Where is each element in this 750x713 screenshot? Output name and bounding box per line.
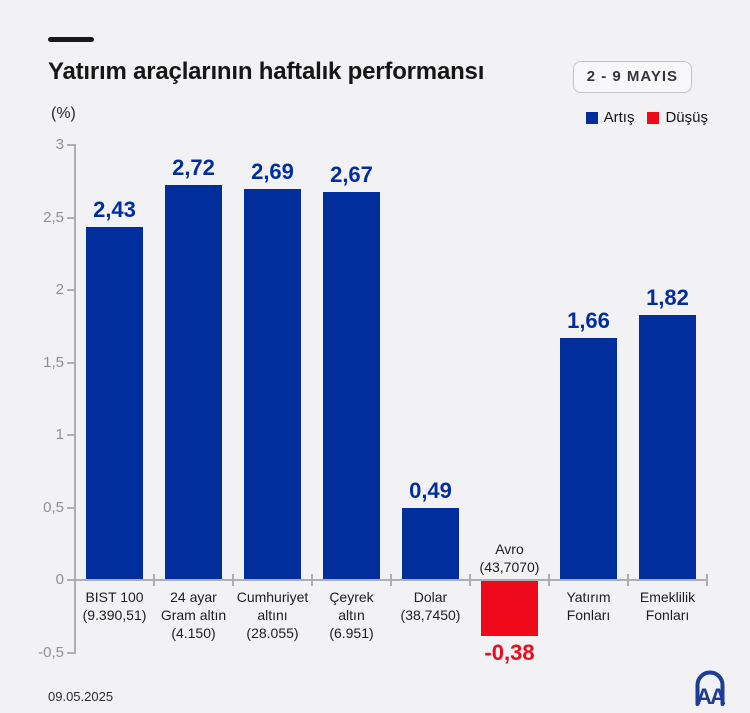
- y-tick-label: 2: [55, 281, 64, 298]
- y-tick-mark: [67, 217, 74, 219]
- footer-date: 09.05.2025: [48, 689, 114, 704]
- category-label-line: (9.390,51): [82, 607, 147, 623]
- category-label-line: (6.951): [329, 625, 374, 641]
- category-label-line: Gram altın: [160, 607, 227, 623]
- bar-value-label: 2,69: [251, 159, 294, 184]
- category-label-line: Çeyrek: [329, 589, 374, 605]
- bar-5: [402, 508, 459, 579]
- category-label: 24 ayar Gram altın (4.150): [142, 588, 246, 642]
- bar-6: [481, 581, 538, 636]
- x-axis-tick: [469, 574, 471, 586]
- y-tick-mark: [67, 289, 74, 291]
- category-label-line: altını: [257, 607, 288, 623]
- bar-8: [639, 315, 696, 579]
- y-tick-mark: [67, 362, 74, 364]
- bar-value-label: 2,67: [330, 162, 373, 187]
- x-axis-tick: [390, 574, 392, 586]
- bar-1: [86, 227, 143, 579]
- y-tick-label: 1,5: [43, 354, 64, 371]
- y-tick-label: -0,5: [38, 644, 64, 661]
- legend-item-decrease: Düşüş: [647, 109, 708, 126]
- category-label-line: Dolar: [413, 589, 448, 605]
- category-label-line: 24 ayar: [170, 589, 217, 605]
- y-tick-label: 2,5: [43, 209, 64, 226]
- x-axis-tick: [153, 574, 155, 586]
- y-tick-label: 1: [55, 426, 64, 443]
- y-tick-mark: [67, 652, 74, 654]
- bar-value-label: 1,82: [646, 285, 689, 310]
- y-tick-label: 0: [55, 571, 64, 588]
- category-label-line: Yatırım: [566, 589, 611, 605]
- category-label-line: (28.055): [246, 625, 299, 641]
- bar-value-label: 1,66: [567, 308, 610, 333]
- category-label: Yatırım Fonları: [537, 588, 641, 624]
- x-axis-tick: [311, 574, 313, 586]
- y-tick-mark: [67, 507, 74, 509]
- legend-swatch-decrease: [647, 111, 660, 124]
- y-tick-label: 0,5: [43, 499, 64, 516]
- legend-item-increase: Artış: [585, 109, 635, 126]
- category-label-line: Emeklilik: [639, 589, 696, 605]
- bar-7: [560, 338, 617, 579]
- aa-logo-arch: [695, 670, 725, 706]
- bar-value-label: 2,43: [93, 197, 136, 222]
- x-axis-tick: [548, 574, 550, 586]
- legend-label-decrease: Düşüş: [665, 109, 708, 126]
- category-label-line: Fonları: [645, 607, 690, 623]
- date-range-badge: 2 - 9 MAYIS: [572, 61, 692, 93]
- category-label-line: Cumhuriyet: [236, 589, 309, 605]
- aa-logo-svg: AA: [695, 670, 728, 709]
- bar-3: [244, 189, 301, 579]
- category-label: Emeklilik Fonları: [616, 588, 720, 624]
- category-label-line: (43,7070): [479, 559, 540, 575]
- y-tick-label: 3: [55, 136, 64, 153]
- bar-value-label: 2,72: [172, 155, 215, 180]
- y-axis-line: [74, 144, 76, 654]
- bar-value-label: 0,49: [409, 478, 452, 503]
- page-title: Yatırım araçlarının haftalık performansı: [48, 58, 485, 85]
- y-tick-mark: [67, 579, 74, 581]
- category-label: BIST 100 (9.390,51): [63, 588, 167, 624]
- category-label-line: BIST 100: [85, 589, 144, 605]
- category-label: Dolar (38,7450): [379, 588, 483, 624]
- category-label-line: altın: [338, 607, 365, 623]
- x-axis-tick: [627, 574, 629, 586]
- category-label-line: Avro: [495, 541, 524, 557]
- bar-value-label: -0,38: [484, 640, 535, 665]
- legend: Artış Düşüş: [585, 109, 708, 126]
- y-tick-mark: [67, 144, 74, 146]
- x-axis-tick: [232, 574, 234, 586]
- category-label-line: (38,7450): [400, 607, 461, 623]
- y-tick-mark: [67, 434, 74, 436]
- x-axis-tick: [706, 574, 708, 586]
- unit-label: (%): [51, 105, 76, 122]
- bar-4: [323, 192, 380, 579]
- title-accent-dash: [48, 37, 94, 42]
- legend-label-increase: Artış: [603, 109, 635, 126]
- category-label: Çeyrek altın (6.951): [300, 588, 404, 642]
- category-label-line: (4.150): [171, 625, 216, 641]
- aa-logo-text: AA: [696, 684, 726, 707]
- bar-2: [165, 185, 222, 579]
- aa-logo: AA: [689, 665, 731, 709]
- category-label-line: Fonları: [566, 607, 611, 623]
- category-label: Cumhuriyet altını (28.055): [221, 588, 325, 642]
- legend-swatch-increase: [585, 111, 598, 124]
- category-label: Avro (43,7070): [458, 540, 562, 576]
